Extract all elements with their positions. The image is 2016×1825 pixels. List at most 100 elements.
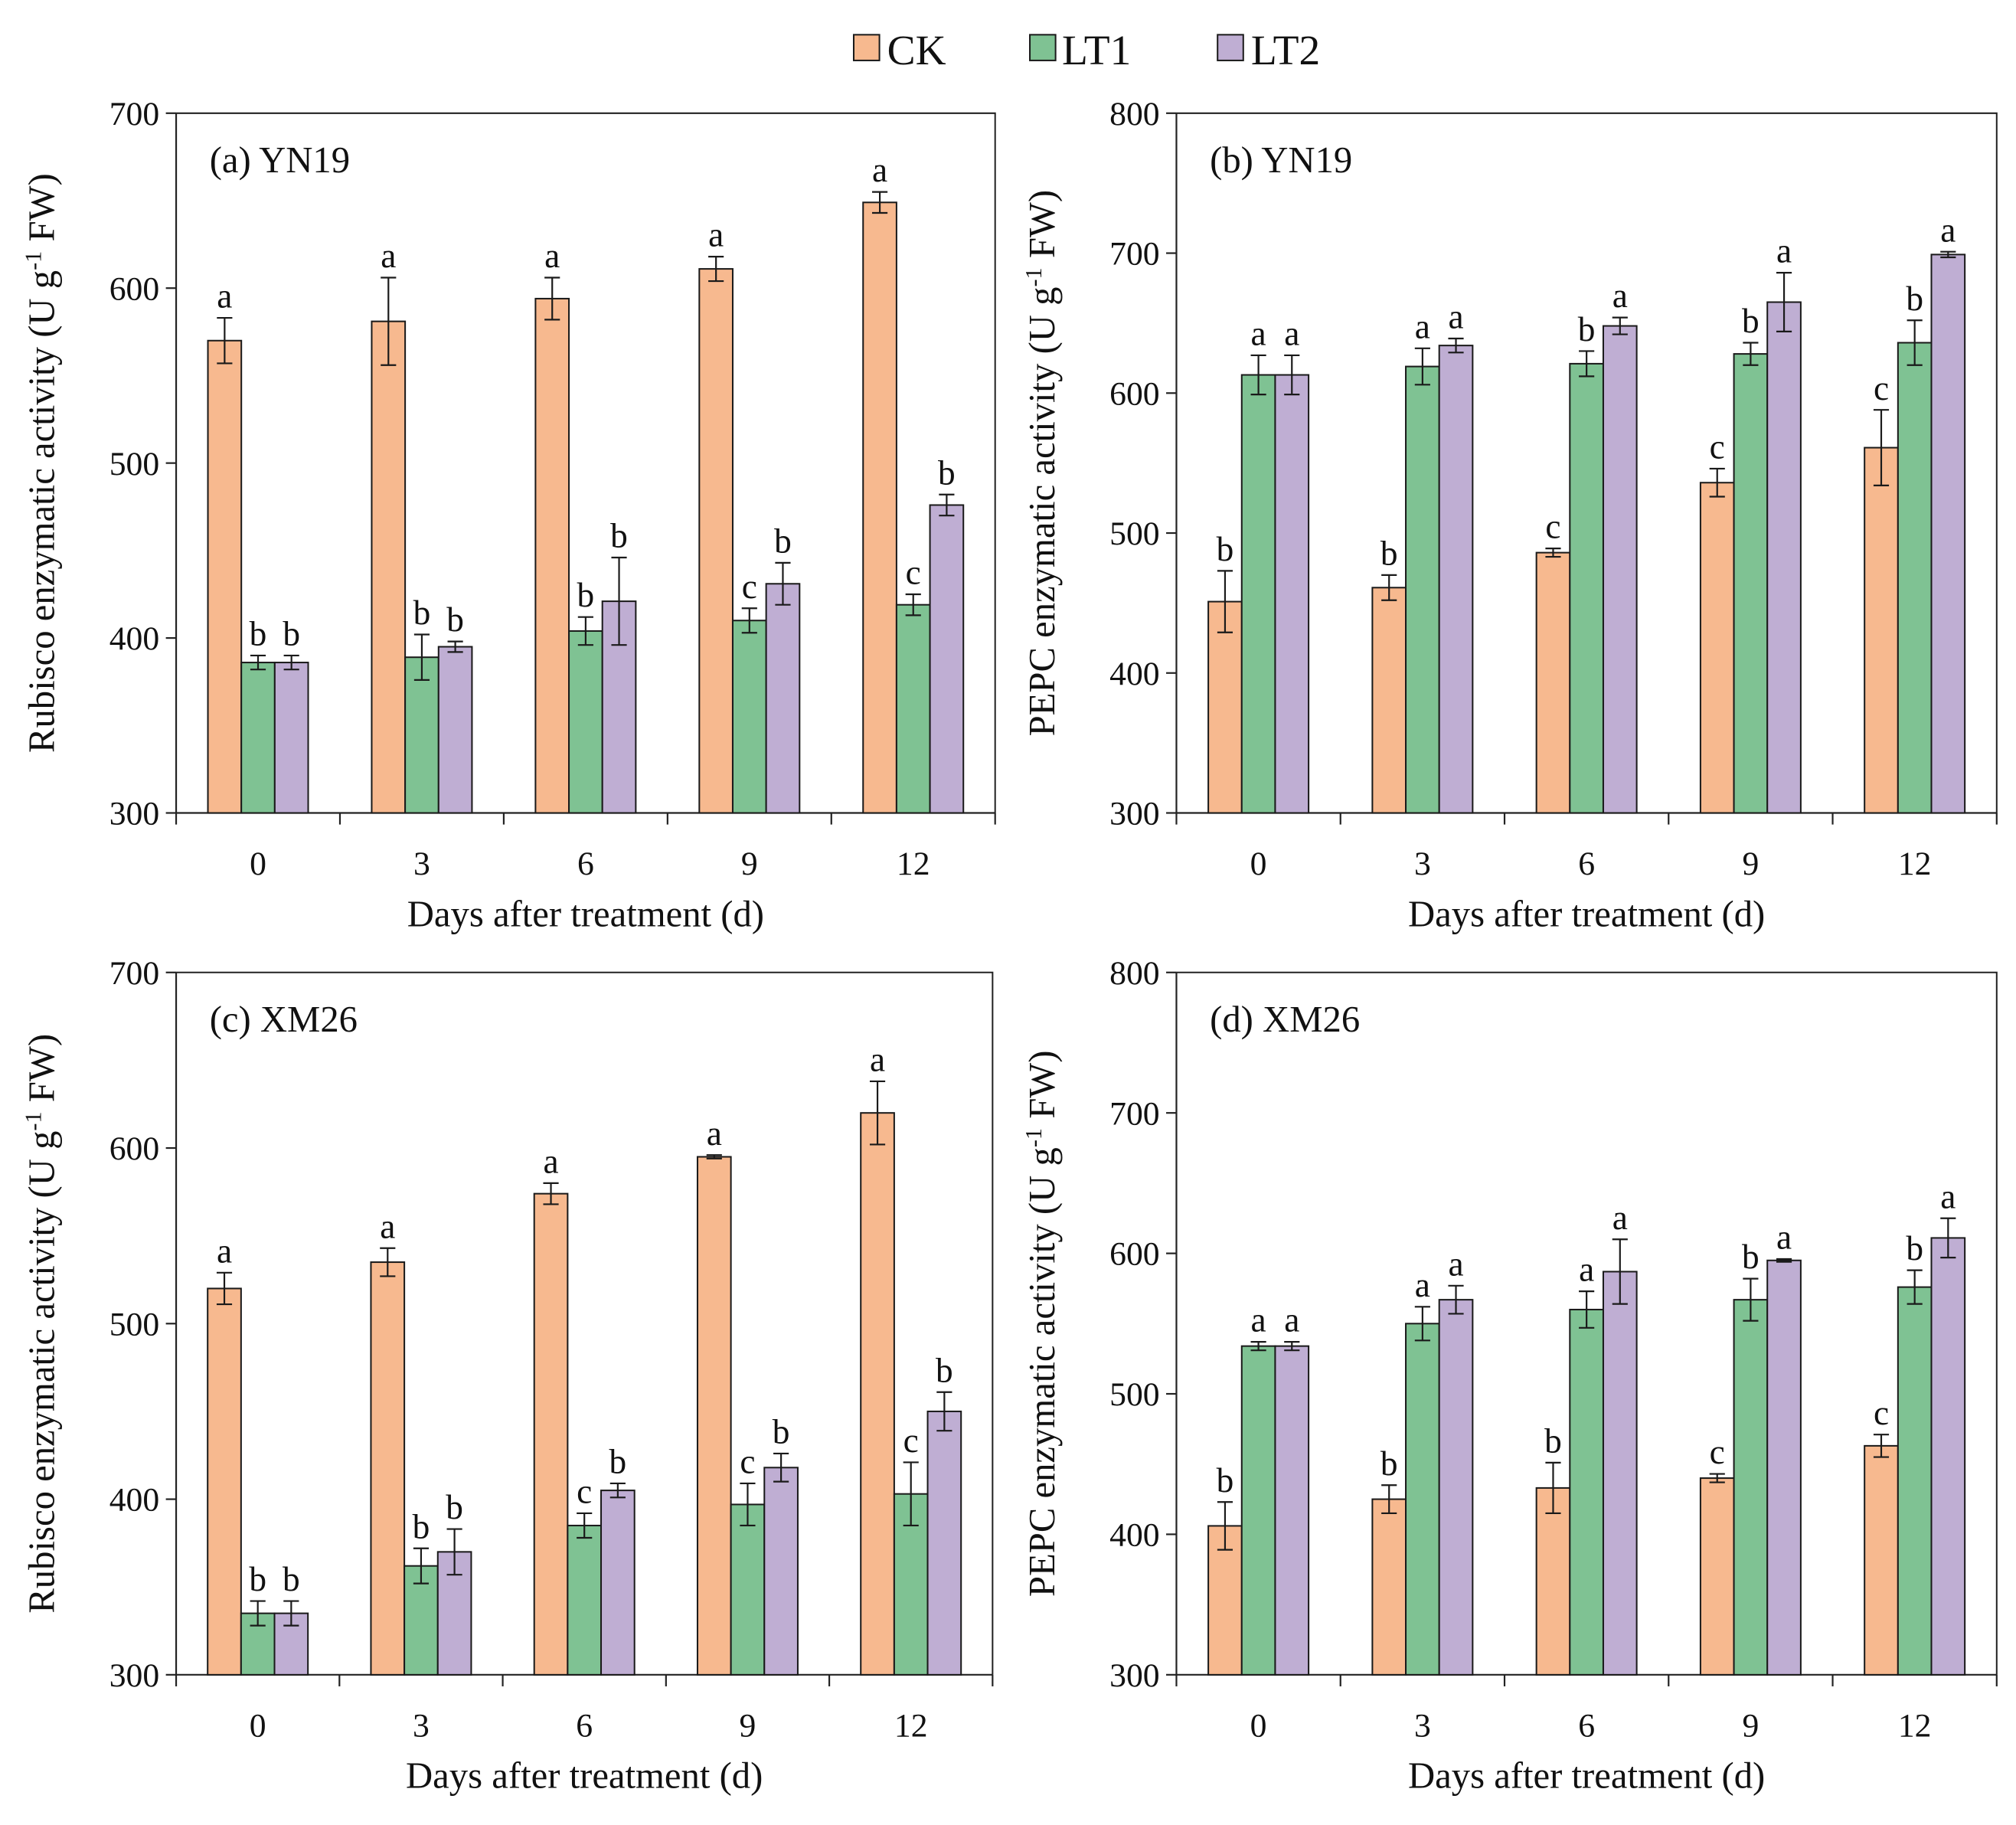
bar-ck-day-12 — [860, 1112, 895, 1676]
error-bar-lt1-day-0 — [250, 654, 266, 671]
x-tick-label: 6 — [1578, 1707, 1595, 1744]
bar-ck-day-12 — [1864, 446, 1899, 814]
significance-letter: a — [1415, 307, 1430, 345]
bar-ck-day-3 — [1371, 587, 1407, 814]
significance-letter: b — [774, 522, 792, 560]
legend-item-lt2: LT2 — [1217, 27, 1320, 74]
error-bar-lt2-day-12 — [1940, 1217, 1956, 1259]
significance-letter: c — [577, 1472, 592, 1510]
bar-lt2-day-9 — [765, 583, 801, 814]
error-bar-ck-day-9 — [706, 1154, 722, 1159]
y-axis-label: PEPC enzymatic activity (U g-1 FW) — [1021, 190, 1063, 737]
bar-lt1-day-0 — [1240, 1345, 1276, 1676]
significance-letter: a — [707, 1114, 722, 1153]
significance-letter: a — [544, 237, 560, 275]
error-bar-lt2-day-6 — [1612, 316, 1628, 335]
error-bar-lt2-day-3 — [447, 640, 463, 653]
x-axis-label: Days after treatment (d) — [406, 1755, 763, 1797]
significance-letter: c — [1874, 369, 1889, 407]
significance-letter: b — [413, 1507, 430, 1545]
significance-letter: a — [870, 1040, 885, 1078]
error-bar-ck-day-12 — [1873, 1434, 1890, 1458]
significance-letter: b — [446, 1488, 463, 1526]
bar-group-day-12: c ba — [1864, 211, 1966, 814]
error-bar-ck-day-12 — [872, 191, 888, 214]
error-bar-ck-day-0 — [217, 316, 233, 365]
bar-lt2-day-6 — [1602, 1271, 1638, 1676]
bar-group-day-9: a cb — [696, 1114, 799, 1676]
bar-ck-day-9 — [1699, 482, 1735, 814]
bar-ck-day-6 — [533, 1192, 569, 1676]
error-bar-lt1-day-12 — [1907, 319, 1923, 366]
bar-group-day-12: c ba — [1864, 1177, 1966, 1676]
bar-group-day-9: c ba — [1699, 232, 1802, 814]
bar-lt1-day-6 — [567, 1524, 603, 1676]
significance-letter: a — [872, 151, 887, 189]
legend-item-lt1: LT1 — [1029, 27, 1131, 74]
error-bar-lt1-day-3 — [1414, 347, 1430, 386]
y-tick-label: 700 — [109, 955, 159, 992]
bar-lt1-day-9 — [1733, 1299, 1769, 1676]
error-bar-lt2-day-9 — [773, 1452, 789, 1483]
error-bar-ck-day-9 — [1709, 467, 1725, 498]
significance-letter: b — [1380, 1444, 1398, 1483]
y-tick-label: 300 — [109, 796, 159, 832]
significance-letter: c — [1874, 1394, 1889, 1432]
significance-letter: a — [381, 237, 396, 275]
error-bar-lt1-day-9 — [1743, 1277, 1759, 1322]
bar-ck-day-3 — [371, 320, 407, 814]
significance-letter: b — [1380, 534, 1398, 572]
plot-frame — [176, 971, 994, 1675]
significance-letter: c — [1710, 428, 1725, 466]
y-axis-label: Rubisco enzymatic activity (U g-1 FW) — [21, 1034, 63, 1614]
significance-letter: a — [1448, 1244, 1463, 1283]
legend-swatch — [1029, 34, 1057, 61]
bar-lt2-day-12 — [929, 504, 965, 814]
error-bar-lt2-day-3 — [1448, 1284, 1464, 1315]
significance-letter: b — [1544, 1421, 1562, 1460]
bar-lt1-day-12 — [1897, 342, 1933, 814]
x-tick-label: 9 — [740, 1707, 756, 1744]
plot-frame — [1176, 971, 1998, 1675]
significance-letter: c — [906, 554, 921, 592]
legend-label: LT1 — [1062, 27, 1131, 74]
bar-lt2-day-12 — [1930, 1237, 1966, 1676]
bar-lt2-day-6 — [1602, 325, 1638, 814]
bar-lt2-day-3 — [437, 646, 473, 814]
error-bar-lt2-day-9 — [1776, 272, 1792, 332]
bar-group-day-9: c ba — [1699, 1218, 1802, 1676]
bar-group-day-9: a cb — [698, 216, 801, 814]
error-bar-ck-day-6 — [544, 276, 560, 321]
error-bar-ck-day-0 — [1217, 570, 1233, 633]
significance-letter: a — [1284, 1301, 1299, 1339]
significance-letter: b — [577, 576, 595, 614]
significance-letter: a — [1579, 1251, 1594, 1289]
x-axis-label: Days after treatment (d) — [407, 893, 764, 934]
bar-lt2-day-0 — [1274, 1345, 1310, 1676]
bar-group-day-0: b a a — [1207, 1301, 1310, 1676]
significance-letter: b — [283, 614, 300, 652]
error-bar-lt1-day-12 — [903, 1461, 919, 1527]
significance-letter: a — [1940, 211, 1956, 249]
error-bar-lt1-day-9 — [741, 607, 757, 634]
y-tick-label: 600 — [1109, 375, 1159, 412]
bar-ck-day-3 — [370, 1261, 406, 1676]
bar-lt1-day-12 — [895, 603, 931, 814]
error-bar-lt1-day-3 — [1414, 1306, 1430, 1342]
y-tick-label: 600 — [1109, 1236, 1159, 1273]
plot-frame — [1176, 112, 1998, 813]
bar-lt1-day-3 — [1405, 365, 1440, 814]
bar-lt1-day-9 — [731, 620, 767, 814]
x-tick-label: 0 — [1250, 1707, 1267, 1744]
bar-ck-day-12 — [1864, 1444, 1899, 1676]
panel-title: (d) XM26 — [1210, 999, 1360, 1040]
y-tick-label: 500 — [109, 446, 159, 482]
bar-lt1-day-12 — [1897, 1286, 1933, 1676]
y-tick-label: 500 — [1109, 1376, 1159, 1413]
y-axis-label: Rubisco enzymatic activity (U g-1 FW) — [21, 173, 63, 753]
